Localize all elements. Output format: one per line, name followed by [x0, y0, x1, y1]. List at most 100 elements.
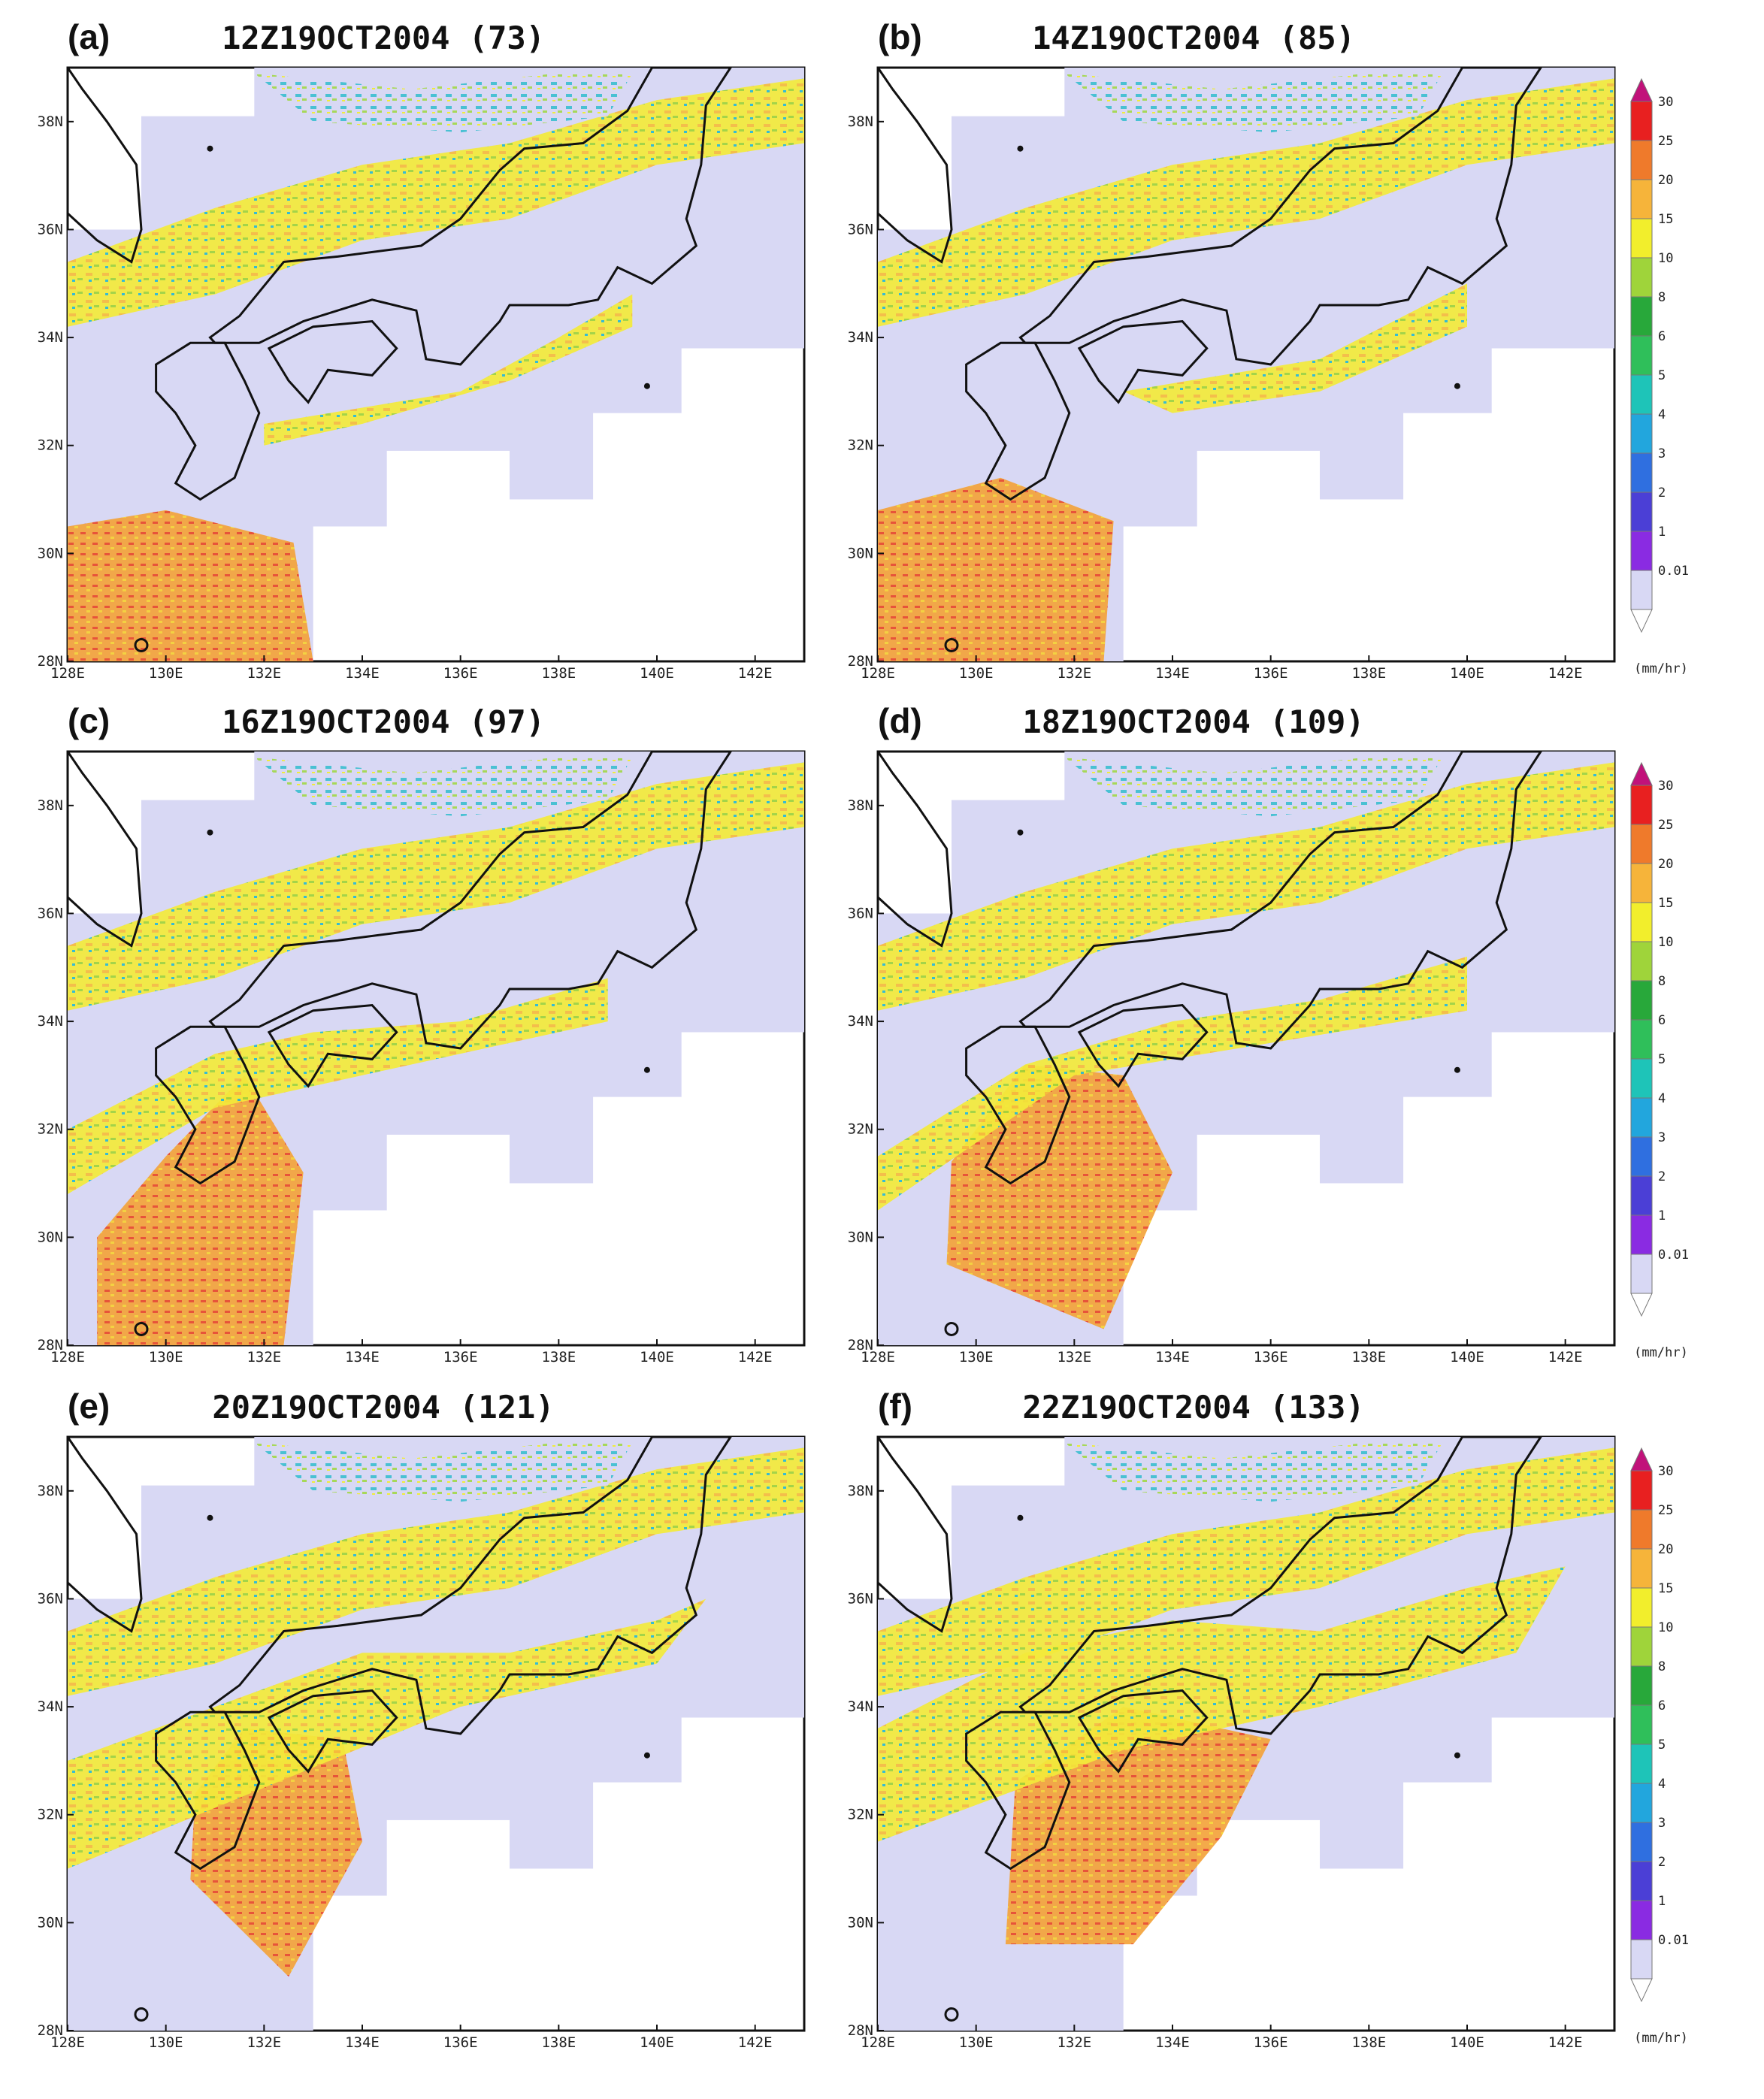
colorbar-swatch	[1630, 824, 1653, 864]
colorbar-level-label: 1	[1658, 525, 1666, 540]
colorbar-swatch	[1630, 1293, 1653, 1317]
colorbar-level-label: 1	[1658, 1208, 1666, 1223]
colorbar-level-label: 30	[1658, 779, 1673, 794]
coastline	[1077, 1003, 1209, 1088]
rain-band	[1123, 283, 1467, 413]
lat-tick-label: 36N	[848, 1590, 873, 1607]
lat-axis: 28N 30N 32N 34N 36N 38N	[848, 113, 884, 670]
lat-tick-label: 36N	[38, 221, 63, 237]
lat-tick-label: 30N	[848, 1229, 873, 1245]
colorbar-level-label: 5	[1658, 1052, 1666, 1067]
colorbar-swatch	[1630, 570, 1653, 610]
coastline	[965, 341, 1071, 501]
island-marker	[1454, 1066, 1460, 1073]
map-area	[66, 750, 806, 1347]
rain-band	[878, 1566, 1566, 1842]
island-marker	[134, 2007, 149, 2022]
colorbar-swatch	[1630, 609, 1653, 634]
lon-tick-label: 132E	[247, 1349, 281, 1366]
lat-tick-label: 32N	[38, 437, 63, 454]
panel-title: 22Z19OCT2004 (133)	[1022, 1389, 1364, 1426]
coastline	[876, 1436, 953, 1633]
coastline	[1077, 319, 1209, 404]
rain-band	[878, 762, 1614, 1011]
lon-tick-label: 128E	[861, 2034, 895, 2051]
rain-band	[878, 1447, 1614, 1696]
colorbar-level-label: 20	[1658, 1542, 1673, 1557]
coastline	[155, 1025, 261, 1185]
lon-tick-label: 130E	[149, 665, 183, 682]
lon-tick-label: 140E	[1450, 1349, 1484, 1366]
island-marker	[134, 1321, 149, 1336]
colorbar-level-label: 2	[1658, 485, 1666, 501]
colorbar-level-label: 25	[1658, 1503, 1673, 1518]
panel-e: (e) 20Z19OCT2004 (121) 128E 130E 132E 134E 1…	[38, 1387, 806, 2051]
colorbar-swatch	[1630, 452, 1653, 493]
colorbar-swatch	[1630, 1175, 1653, 1216]
lon-tick-label: 130E	[149, 1349, 183, 1366]
colorbar-swatch	[1630, 257, 1653, 298]
island-marker	[1017, 1514, 1024, 1521]
lat-tick-label: 32N	[848, 437, 873, 454]
colorbar-swatch	[1630, 1665, 1653, 1706]
lon-tick-label: 136E	[443, 665, 478, 682]
panel-d: (d) 18Z19OCT2004 (109) 128E 130E 132E 134E 1…	[848, 701, 1616, 1366]
colorbar-swatch	[1630, 218, 1653, 259]
coastline	[876, 67, 953, 264]
colorbar-swatch	[1630, 1704, 1653, 1745]
lon-tick-label: 130E	[149, 2034, 183, 2051]
panel-a: (a) 12Z19OCT2004 (73) 128E 130E 132E 134E 13…	[38, 17, 806, 682]
colorbar-swatch	[1630, 77, 1653, 102]
lat-axis: 28N 30N 32N 34N 36N 38N	[38, 797, 74, 1353]
lat-tick-label: 38N	[848, 1483, 873, 1499]
colorbar-level-label: 15	[1658, 896, 1673, 911]
lon-tick-label: 140E	[640, 665, 674, 682]
colorbar-swatch	[1630, 1019, 1653, 1060]
rain-band	[878, 78, 1614, 327]
rain-band	[264, 294, 633, 446]
panel-label: (a)	[68, 17, 110, 56]
lon-tick-label: 138E	[541, 2034, 576, 2051]
island-marker	[207, 1514, 213, 1521]
lat-axis: 28N 30N 32N 34N 36N 38N	[38, 1483, 74, 2039]
lon-tick-label: 132E	[1057, 665, 1091, 682]
colorbar-level-label: 10	[1658, 1620, 1673, 1635]
colorbar-swatch	[1630, 863, 1653, 903]
colorbar-swatch	[1630, 531, 1653, 571]
lon-tick-label: 134E	[1155, 665, 1190, 682]
lon-tick-label: 140E	[1450, 665, 1484, 682]
colorbar-swatch	[1630, 1136, 1653, 1177]
island-marker	[944, 1321, 959, 1336]
colorbar-swatch	[1630, 1254, 1653, 1294]
panel-label: (d)	[878, 701, 922, 740]
island-marker	[1017, 145, 1024, 152]
colorbar-swatch	[1630, 1509, 1653, 1550]
colorbar-swatch	[1630, 374, 1653, 415]
colorbar-unit: (mm/hr)	[1634, 661, 1688, 676]
colorbar-swatch	[1630, 296, 1653, 337]
lon-tick-label: 132E	[247, 665, 281, 682]
lat-tick-label: 32N	[38, 1807, 63, 1823]
island-marker	[643, 383, 650, 389]
rain-band	[68, 762, 804, 1011]
lat-tick-label: 34N	[848, 1698, 873, 1715]
colorbar-level-label: 2	[1658, 1855, 1666, 1870]
lon-axis: 128E 130E 132E 134E 136E 138E 140E 142E	[50, 1339, 773, 1366]
lat-tick-label: 28N	[848, 2022, 873, 2039]
lat-tick-label: 28N	[848, 1337, 873, 1353]
island-marker	[1454, 383, 1460, 389]
lon-tick-label: 138E	[541, 665, 576, 682]
colorbar-swatch	[1630, 1900, 1653, 1940]
lat-tick-label: 34N	[848, 1013, 873, 1030]
panel-label: (e)	[68, 1387, 110, 1426]
lat-tick-label: 38N	[848, 797, 873, 814]
lon-tick-label: 128E	[50, 2034, 85, 2051]
lon-axis: 128E 130E 132E 134E 136E 138E 140E 142E	[861, 655, 1583, 682]
colorbar-level-label: 20	[1658, 173, 1673, 188]
panel-label: (c)	[68, 701, 110, 740]
lat-tick-label: 28N	[38, 2022, 63, 2039]
lon-tick-label: 138E	[541, 1349, 576, 1366]
lon-tick-label: 142E	[1548, 1349, 1583, 1366]
